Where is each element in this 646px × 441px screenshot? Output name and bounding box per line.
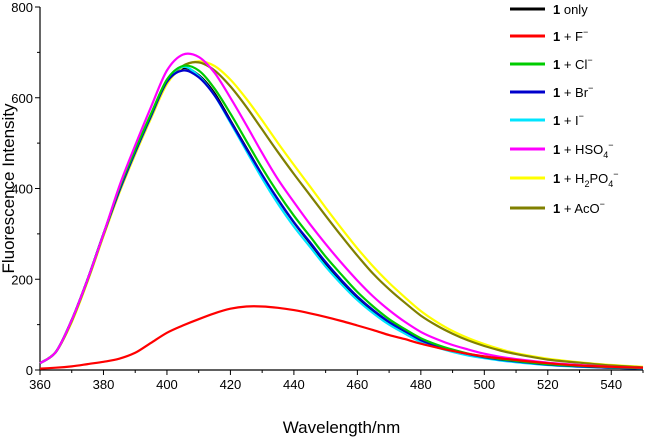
x-tick-label: 400 — [156, 377, 178, 392]
x-tick-label: 500 — [473, 377, 495, 392]
legend-label: 1 + AcO− — [553, 199, 605, 216]
x-axis-label: Wavelength/nm — [283, 418, 400, 437]
x-tick-label: 360 — [29, 377, 51, 392]
series-line-2 — [39, 64, 644, 370]
x-tick-label: 380 — [93, 377, 115, 392]
legend: 1 only 1 + F− 1 + Cl− 1 + Br− 1 + I− 1 + HSO4… — [510, 2, 619, 216]
legend-label: 1 + I− — [553, 111, 584, 128]
y-tick-label: 0 — [26, 363, 33, 378]
series-line-5 — [39, 52, 644, 369]
axes: 360 380 400 420 440 460 480 500 520 540 0 200 400 600… — [11, 0, 644, 392]
y-tick-label: 400 — [11, 182, 33, 197]
x-tick-label: 440 — [283, 377, 305, 392]
legend-label: 1 + Cl− — [553, 55, 593, 72]
series-line-1 — [39, 305, 644, 370]
legend-label: 1 + F− — [553, 27, 588, 44]
x-tick-label: 540 — [600, 377, 622, 392]
x-tick-label: 520 — [537, 377, 559, 392]
x-tick-label: 480 — [410, 377, 432, 392]
legend-label: 1 + HSO4− — [553, 140, 614, 160]
x-tick-label: 420 — [220, 377, 242, 392]
legend-label: 1 + H2PO4− — [553, 169, 619, 189]
y-axis-label: Fluorescence Intensity — [0, 103, 18, 274]
series-group — [39, 52, 644, 370]
y-tick-label: 800 — [11, 0, 33, 15]
y-tick-label: 600 — [11, 91, 33, 106]
legend-label: 1 only — [553, 2, 588, 17]
legend-label: 1 + Br− — [553, 83, 593, 100]
x-tick-label: 460 — [347, 377, 369, 392]
y-tick-label: 200 — [11, 272, 33, 287]
